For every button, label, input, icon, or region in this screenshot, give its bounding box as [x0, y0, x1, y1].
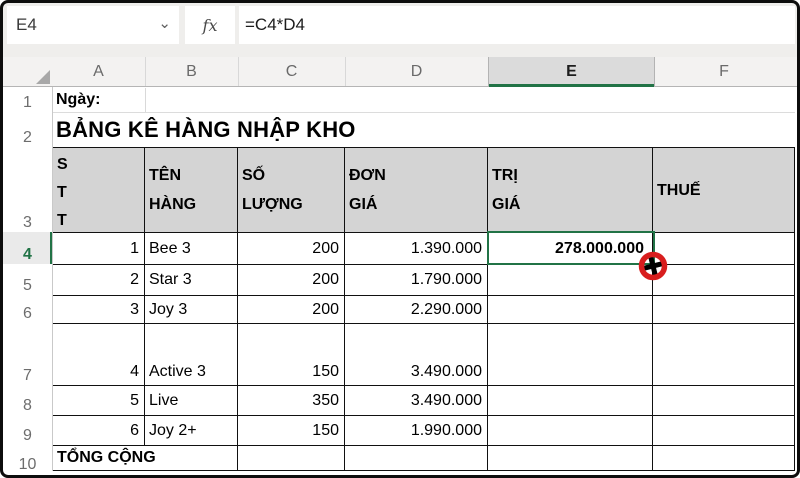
cell-C6[interactable]: 200	[238, 296, 345, 324]
cell-B4[interactable]: Bee 3	[145, 233, 238, 265]
cell-D7[interactable]: 3.490.000	[345, 324, 488, 386]
cell-E5[interactable]	[488, 265, 653, 296]
gridline-horizontal	[53, 112, 795, 113]
cell-E9[interactable]	[488, 416, 653, 446]
cell-D6[interactable]: 2.290.000	[345, 296, 488, 324]
cell-E8[interactable]	[488, 386, 653, 416]
row-header-6[interactable]: 6	[3, 295, 52, 326]
cell-D4[interactable]: 1.390.000	[345, 233, 488, 265]
cell-A9[interactable]: 6	[53, 416, 145, 446]
header-cell-so-luong[interactable]: SỐ LƯỢNG	[238, 148, 345, 233]
header-cell-stt[interactable]: S T T	[53, 148, 145, 233]
fx-icon: fx	[202, 15, 218, 35]
cell-B8[interactable]: Live	[145, 386, 238, 416]
column-header-E-selected[interactable]: E	[488, 57, 655, 87]
cell-B6[interactable]: Joy 3	[145, 296, 238, 324]
cell-A8[interactable]: 5	[53, 386, 145, 416]
column-header-A[interactable]: A	[52, 57, 146, 86]
fx-button[interactable]: fx	[185, 6, 235, 44]
row-header-2[interactable]: 2	[3, 112, 52, 150]
row-header-4-selected[interactable]: 4	[3, 232, 52, 267]
row-header-9[interactable]: 9	[3, 415, 52, 448]
row-header-5[interactable]: 5	[3, 264, 52, 298]
cell-D9[interactable]: 1.990.000	[345, 416, 488, 446]
formula-input[interactable]: =C4*D4	[239, 6, 795, 44]
column-header-C[interactable]: C	[238, 57, 346, 86]
header-cell-ten-hang[interactable]: TÊN HÀNG	[145, 148, 238, 233]
column-header-F[interactable]: F	[719, 62, 729, 80]
cell-A1-date-label[interactable]: Ngày:	[56, 91, 101, 108]
name-box[interactable]: E4 ⌄	[7, 6, 179, 44]
cell-D8[interactable]: 3.490.000	[345, 386, 488, 416]
cell-B7[interactable]: Active 3	[145, 324, 238, 386]
cell-E6[interactable]	[488, 296, 653, 324]
cell-A7[interactable]: 4	[53, 324, 145, 386]
fill-handle-cursor-icon[interactable]	[636, 249, 670, 283]
cell-C8[interactable]: 350	[238, 386, 345, 416]
cell-A5[interactable]: 2	[53, 265, 145, 296]
row-header-3[interactable]: 3	[3, 147, 52, 235]
chevron-down-icon[interactable]: ⌄	[158, 15, 171, 32]
row-header-10[interactable]: 10	[3, 445, 52, 476]
cell-B5[interactable]: Star 3	[145, 265, 238, 296]
cell-F9[interactable]	[653, 416, 795, 446]
row-header-divider	[52, 87, 53, 471]
header-cell-tri-gia[interactable]: TRỊ GIÁ	[488, 148, 653, 233]
cell-F6[interactable]	[653, 296, 795, 324]
name-box-value: E4	[16, 15, 37, 34]
formula-toolbar: E4 ⌄ fx =C4*D4	[3, 3, 797, 57]
cell-F7[interactable]	[653, 324, 795, 386]
cell-C4[interactable]: 200	[238, 233, 345, 265]
cell-A4[interactable]: 1	[53, 233, 145, 265]
cell-C10[interactable]	[238, 446, 345, 471]
cell-C7[interactable]: 150	[238, 324, 345, 386]
row-header-7[interactable]: 7	[3, 323, 52, 388]
row-header-1[interactable]: 1	[3, 87, 52, 115]
cell-E10[interactable]	[488, 446, 653, 471]
column-header-B[interactable]: B	[145, 57, 239, 86]
cell-D10[interactable]	[345, 446, 488, 471]
cell-F4[interactable]	[653, 233, 795, 265]
column-header-D[interactable]: D	[345, 57, 489, 86]
header-cell-don-gia[interactable]: ĐƠN GIÁ	[345, 148, 488, 233]
select-all-triangle-icon	[36, 70, 50, 84]
cell-A2-sheet-title[interactable]: BẢNG KÊ HÀNG NHẬP KHO	[56, 116, 356, 142]
cell-F10[interactable]	[653, 446, 795, 471]
cell-A6[interactable]: 3	[53, 296, 145, 324]
data-table: S T T TÊN HÀNG SỐ LƯỢNG ĐƠN GIÁ TRỊ GIÁ …	[52, 147, 795, 471]
formula-text: =C4*D4	[245, 15, 306, 34]
column-header-strip: A B C D E F	[3, 57, 797, 87]
cell-D5[interactable]: 1.790.000	[345, 265, 488, 296]
select-all-button[interactable]	[3, 57, 52, 86]
cell-C9[interactable]: 150	[238, 416, 345, 446]
cell-A10-total-label[interactable]: TỔNG CỘNG	[53, 446, 238, 471]
cell-B9[interactable]: Joy 2+	[145, 416, 238, 446]
header-cell-thue[interactable]: THUẾ	[653, 148, 795, 233]
cell-E4-selected[interactable]: 278.000.000	[488, 233, 653, 265]
cell-F5[interactable]	[653, 265, 795, 296]
cell-F8[interactable]	[653, 386, 795, 416]
cell-C5[interactable]: 200	[238, 265, 345, 296]
gridline-vertical	[145, 88, 146, 112]
row-header-8[interactable]: 8	[3, 385, 52, 418]
cell-E7[interactable]	[488, 324, 653, 386]
